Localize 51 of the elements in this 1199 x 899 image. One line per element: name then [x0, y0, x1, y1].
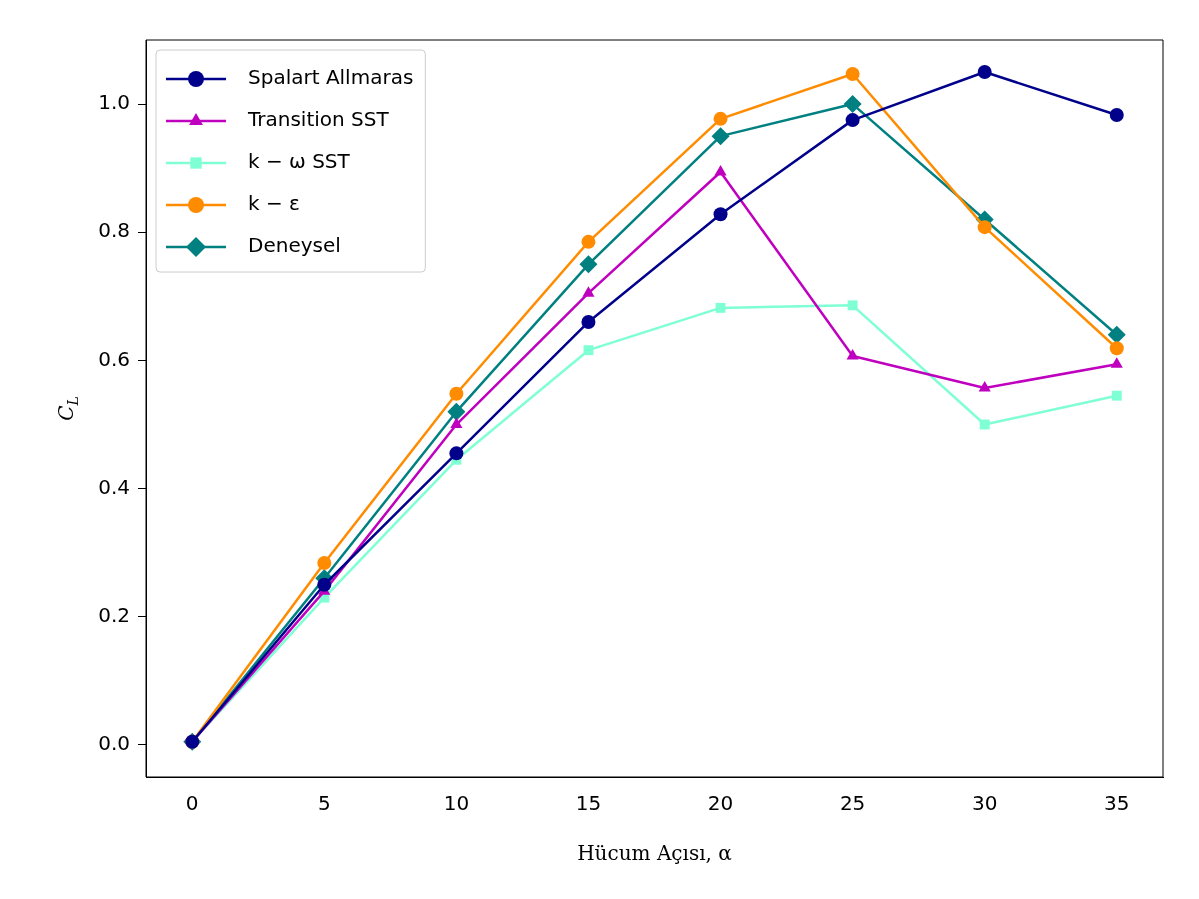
y-tick-label: 0.4	[98, 474, 130, 499]
y-tick-label: 1.0	[98, 90, 130, 115]
y-tick-label: 0.6	[98, 346, 130, 371]
legend-label: Transition SST	[247, 107, 390, 132]
point	[581, 234, 596, 249]
point	[977, 220, 992, 235]
point	[978, 380, 991, 392]
legend-label: k − ε	[248, 191, 300, 216]
point	[449, 446, 464, 461]
point	[582, 286, 595, 297]
point	[317, 577, 332, 592]
x-tick-label: 25	[839, 791, 866, 816]
point	[845, 66, 860, 81]
y-tick-label: 0.2	[98, 602, 130, 627]
point	[714, 165, 727, 176]
point	[579, 255, 598, 274]
point	[1109, 341, 1124, 356]
point	[1110, 357, 1123, 368]
point	[449, 386, 464, 401]
point	[317, 555, 332, 570]
x-tick-label: 15	[575, 791, 602, 816]
x-tick-label: 10	[443, 791, 470, 816]
point	[713, 207, 728, 222]
x-tick-label: 20	[707, 791, 734, 816]
point	[715, 302, 726, 313]
point	[583, 345, 594, 356]
point	[447, 402, 466, 421]
x-tick-label: 0	[185, 791, 199, 816]
y-tick-label: 0.0	[98, 731, 130, 756]
x-tick-label: 35	[1104, 791, 1130, 816]
point	[977, 65, 992, 80]
x-tick-label: 30	[971, 791, 998, 816]
point	[843, 95, 862, 114]
point	[713, 111, 728, 126]
x-axis-title: Hücum Açısı, α	[577, 841, 732, 866]
point	[847, 300, 858, 311]
point	[711, 127, 730, 146]
point	[1111, 390, 1122, 401]
point	[581, 314, 596, 329]
y-tick-label: 0.8	[98, 218, 130, 243]
y-axis-title: CL	[54, 396, 81, 421]
x-tick-label: 5	[317, 791, 331, 816]
point	[450, 417, 463, 429]
legend-label: Deneysel	[248, 233, 341, 258]
point	[1107, 325, 1126, 344]
legend-label: Spalart Allmaras	[248, 65, 414, 90]
point	[846, 348, 859, 360]
point	[845, 113, 860, 128]
legend-label: k − ω SST	[248, 149, 351, 174]
point	[1109, 107, 1124, 122]
point	[979, 419, 990, 430]
